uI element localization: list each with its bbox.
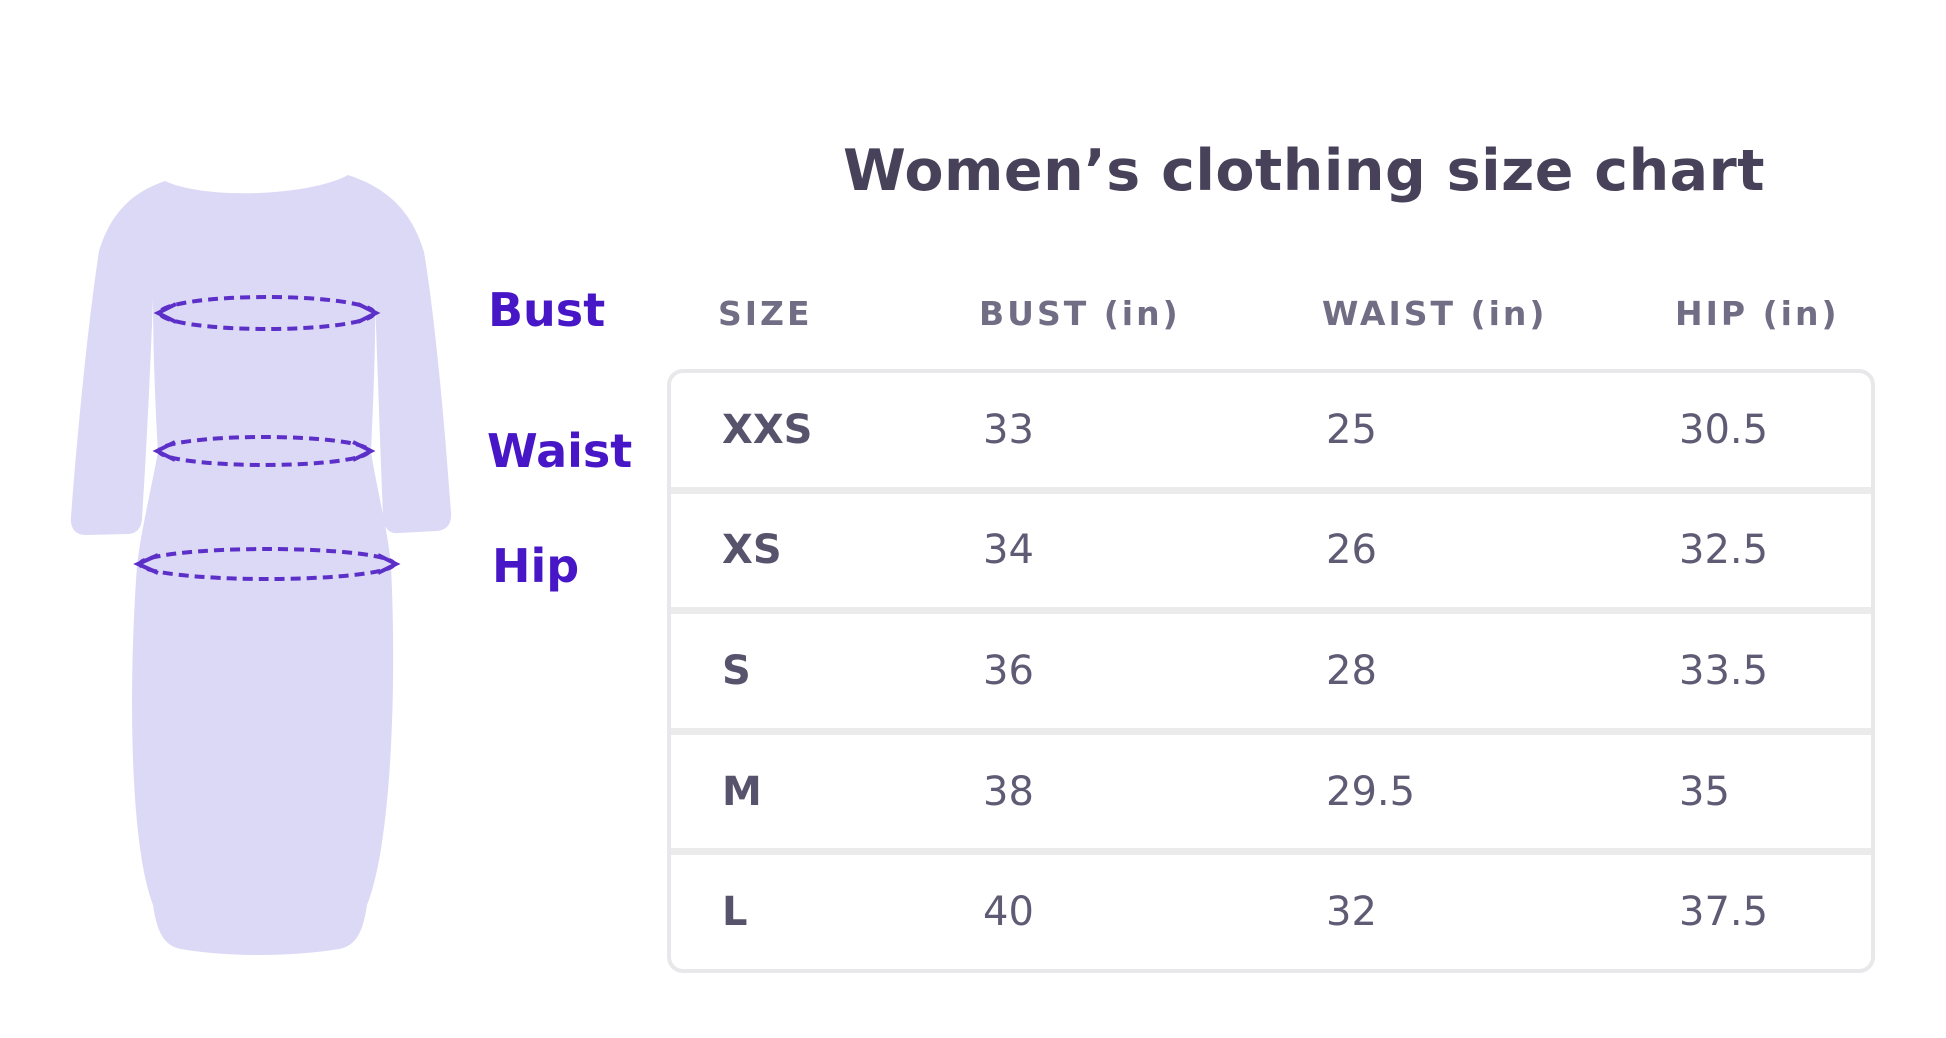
- table-header-row: SIZE BUST (in) WAIST (in) HIP (in): [667, 288, 1875, 338]
- bust-value: 34: [983, 527, 1034, 574]
- waist-arrow-right-icon: [352, 440, 376, 462]
- bust-value: 36: [983, 647, 1034, 694]
- table-row-xxs: XXS 33 25 30.5: [671, 373, 1871, 487]
- table-row-m: M 38 29.5 35: [671, 727, 1871, 849]
- table-row-l: L 40 32 37.5: [671, 848, 1871, 969]
- hip-value: 37.5: [1679, 889, 1769, 936]
- size-value: M: [722, 768, 762, 815]
- bust-label: Bust: [488, 283, 606, 337]
- bust-value: 33: [983, 406, 1034, 453]
- column-header-waist: WAIST (in): [1322, 293, 1548, 333]
- size-value: L: [722, 889, 748, 936]
- waist-arrow-left-icon: [152, 440, 176, 462]
- size-value: XXS: [722, 406, 813, 453]
- column-header-size: SIZE: [718, 293, 813, 333]
- waist-value: 28: [1326, 647, 1377, 694]
- bust-value: 40: [983, 889, 1034, 936]
- hip-arrow-left-icon: [133, 553, 159, 575]
- waist-value: 29.5: [1326, 768, 1416, 815]
- waist-value: 26: [1326, 527, 1377, 574]
- size-value: S: [722, 647, 751, 694]
- waist-value: 32: [1326, 889, 1377, 936]
- hip-value: 32.5: [1679, 527, 1769, 574]
- dress-body-shape: [70, 175, 452, 955]
- hip-arrow-right-icon: [377, 553, 401, 575]
- bust-arrow-left-icon: [153, 302, 177, 324]
- hip-label: Hip: [492, 539, 580, 593]
- waist-label: Waist: [487, 424, 633, 478]
- bust-arrow-right-icon: [357, 302, 381, 324]
- hip-value: 33.5: [1679, 647, 1769, 694]
- page-title: Women’s clothing size chart: [843, 138, 1765, 204]
- dress-silhouette-illustration: [70, 175, 452, 955]
- column-header-bust: BUST (in): [979, 293, 1181, 333]
- size-table: XXS 33 25 30.5 XS 34 26 32.5 S 36 28 33.…: [667, 369, 1875, 973]
- bust-value: 38: [983, 768, 1034, 815]
- table-row-s: S 36 28 33.5: [671, 607, 1871, 728]
- hip-value: 35: [1679, 768, 1730, 815]
- table-row-xs: XS 34 26 32.5: [671, 486, 1871, 608]
- column-header-hip: HIP (in): [1675, 293, 1840, 333]
- waist-value: 25: [1326, 406, 1377, 453]
- size-value: XS: [722, 527, 782, 574]
- hip-value: 30.5: [1679, 406, 1769, 453]
